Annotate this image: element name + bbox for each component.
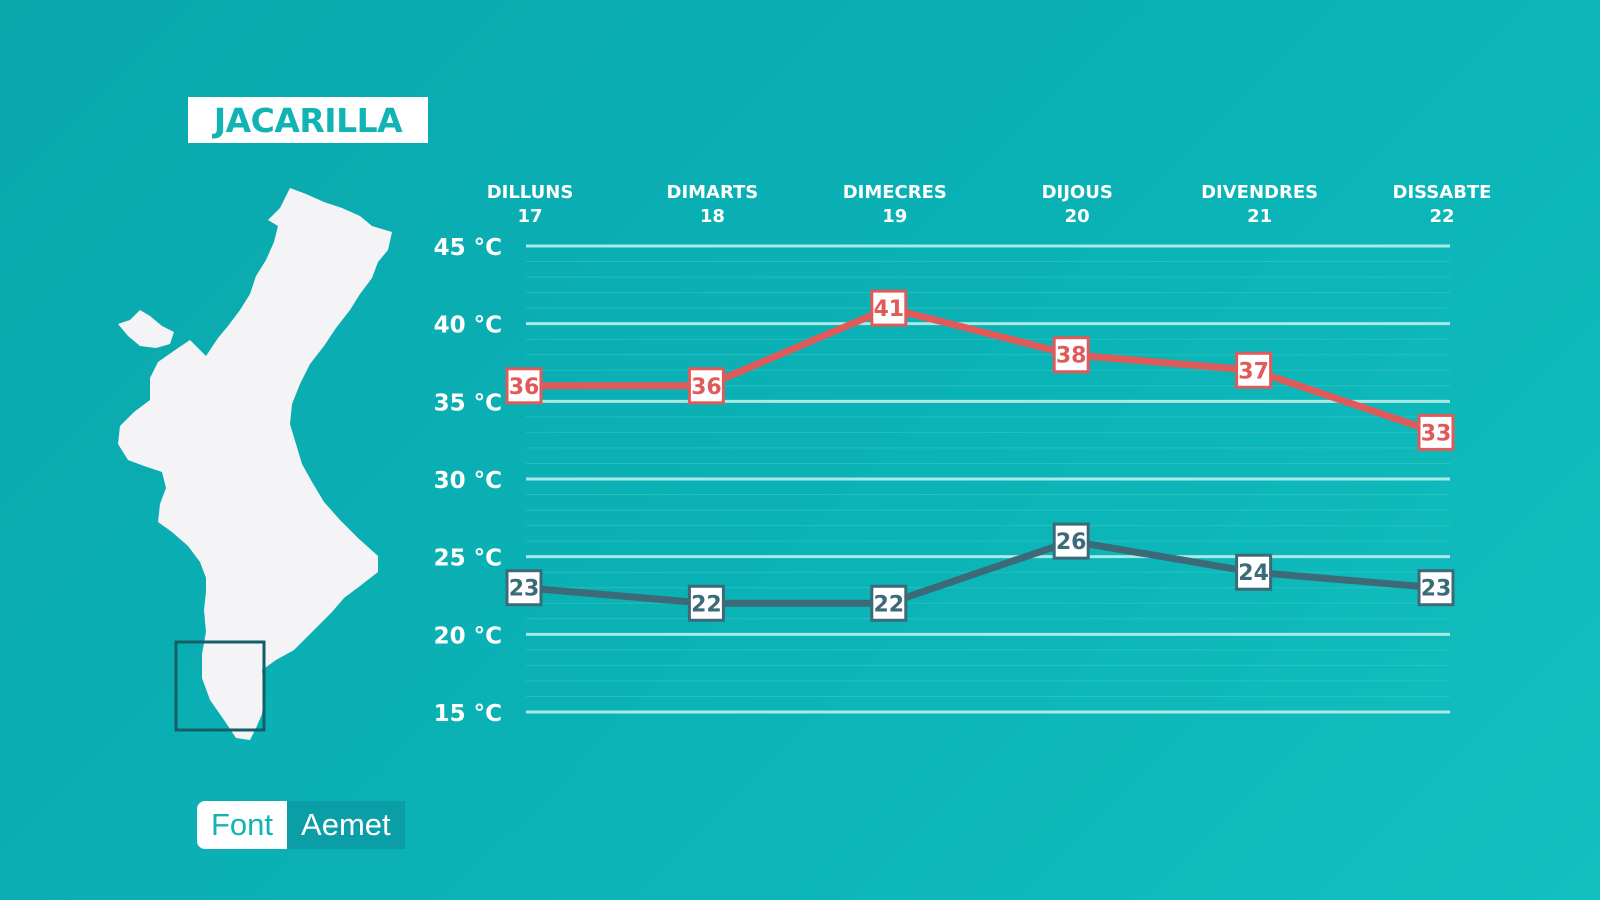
x-tick-label-day: DIVENDRES: [1201, 182, 1318, 203]
data-point-marker: [1235, 553, 1273, 591]
y-tick-label: 20 °C: [434, 623, 502, 649]
data-point-marker: [687, 584, 725, 622]
data-label: 37: [1238, 359, 1269, 384]
highlight-box: [174, 640, 266, 732]
data-label: 22: [873, 592, 904, 617]
location-title: JACARILLA: [213, 100, 403, 140]
data-point-marker: [505, 367, 543, 405]
data-label: 23: [509, 577, 540, 602]
data-point-marker: [1417, 569, 1455, 607]
data-point-marker: [870, 584, 908, 622]
y-tick-label: 45 °C: [434, 235, 502, 261]
data-label: 23: [1421, 577, 1452, 602]
data-label: 26: [1056, 530, 1087, 555]
x-tick-label-date: 22: [1429, 206, 1454, 227]
y-tick-label: 15 °C: [434, 701, 502, 727]
x-tick-label-day: DIMECRES: [843, 182, 947, 203]
data-label: 41: [873, 297, 904, 322]
x-tick-label-day: DISSABTE: [1393, 182, 1492, 203]
data-point-marker: [1235, 351, 1273, 389]
y-tick-label: 30 °C: [434, 468, 502, 494]
source-value: Aemet: [287, 801, 405, 849]
source-badge: Font Aemet: [197, 801, 405, 849]
x-tick-label-date: 20: [1065, 206, 1090, 227]
data-point-marker: [1052, 522, 1090, 560]
series-line: [520, 304, 1440, 436]
data-point-marker: [687, 367, 725, 405]
region-map: [118, 188, 392, 740]
y-tick-label: 40 °C: [434, 313, 502, 339]
data-label: 22: [691, 592, 722, 617]
data-label: 36: [509, 375, 540, 400]
x-tick-label-day: DIMARTS: [667, 182, 759, 203]
data-point-marker: [1052, 336, 1090, 374]
data-label: 33: [1421, 421, 1452, 446]
source-label: Font: [197, 801, 288, 849]
data-point-marker: [870, 289, 908, 327]
x-tick-label-date: 19: [882, 206, 907, 227]
data-label: 38: [1056, 344, 1087, 369]
location-title-box: JACARILLA: [188, 97, 428, 143]
data-label: 24: [1238, 561, 1269, 586]
data-label: 36: [691, 375, 722, 400]
y-tick-label: 35 °C: [434, 390, 502, 416]
x-tick-label-date: 18: [700, 206, 725, 227]
x-tick-label-day: DILLUNS: [487, 182, 574, 203]
series-line: [520, 537, 1440, 607]
data-point-marker: [1417, 413, 1455, 451]
x-tick-label-date: 17: [517, 206, 542, 227]
x-tick-label-date: 21: [1247, 206, 1272, 227]
island-shape: [118, 310, 174, 348]
region-map-shape: [118, 188, 392, 740]
x-tick-label-day: DIJOUS: [1042, 182, 1113, 203]
data-point-marker: [505, 569, 543, 607]
y-tick-label: 25 °C: [434, 546, 502, 572]
